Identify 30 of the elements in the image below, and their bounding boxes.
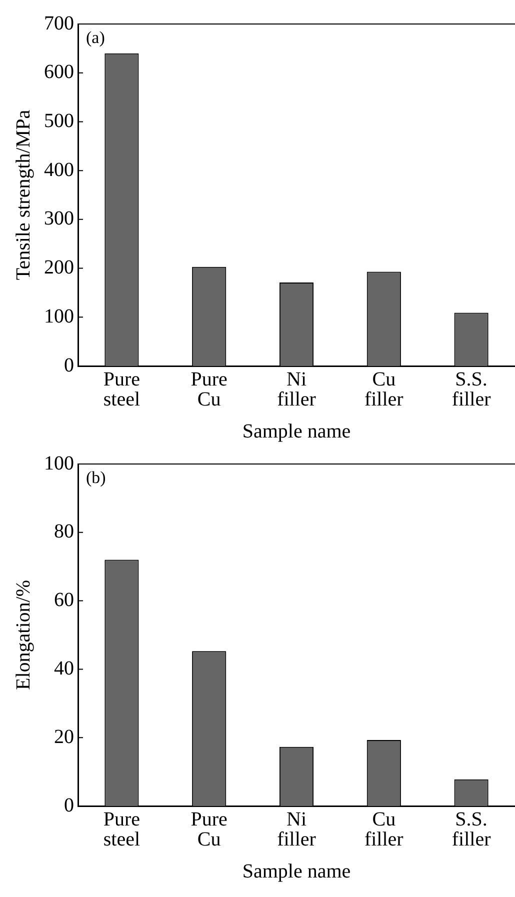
y-tick-label: 200 [44,256,74,279]
y-tick-label: 40 [54,657,74,680]
annotation: (b) [86,468,106,487]
y-tick-label: 100 [44,452,74,474]
x-tick-label: S.S. filler [452,368,492,410]
y-tick-label: 0 [64,794,74,816]
y-tick-label: 80 [54,520,74,543]
y-tick-label: 500 [44,110,74,132]
y-tick-label: 60 [54,589,74,612]
y-tick-label: 700 [44,12,74,34]
x-tick-label: Pure Cu [190,808,228,850]
x-tick-label: S.S. filler [452,808,492,850]
x-tick-label: Cu filler [364,808,404,850]
y-axis-title: Elongation/% [12,580,34,690]
y-tick-label: 20 [54,726,74,748]
y-tick-label: 400 [44,158,74,181]
x-tick-label: Pure steel [103,808,140,850]
x-axis-title: Sample name [242,860,351,882]
x-tick-label: Ni filler [277,368,316,410]
y-axis-title: Tensile strength/MPa [12,110,34,280]
y-tick-label: 100 [44,305,74,328]
y-tick-label: 0 [64,354,74,376]
x-tick-label: Ni filler [277,808,316,850]
y-tick-label: 600 [44,61,74,84]
x-tick-label: Pure Cu [190,368,228,410]
annotation: (a) [86,28,105,47]
y-tick-label: 300 [44,208,74,230]
x-axis-title: Sample name [242,420,351,442]
x-tick-label: Cu filler [364,368,404,410]
x-tick-label: Pure steel [103,368,140,410]
